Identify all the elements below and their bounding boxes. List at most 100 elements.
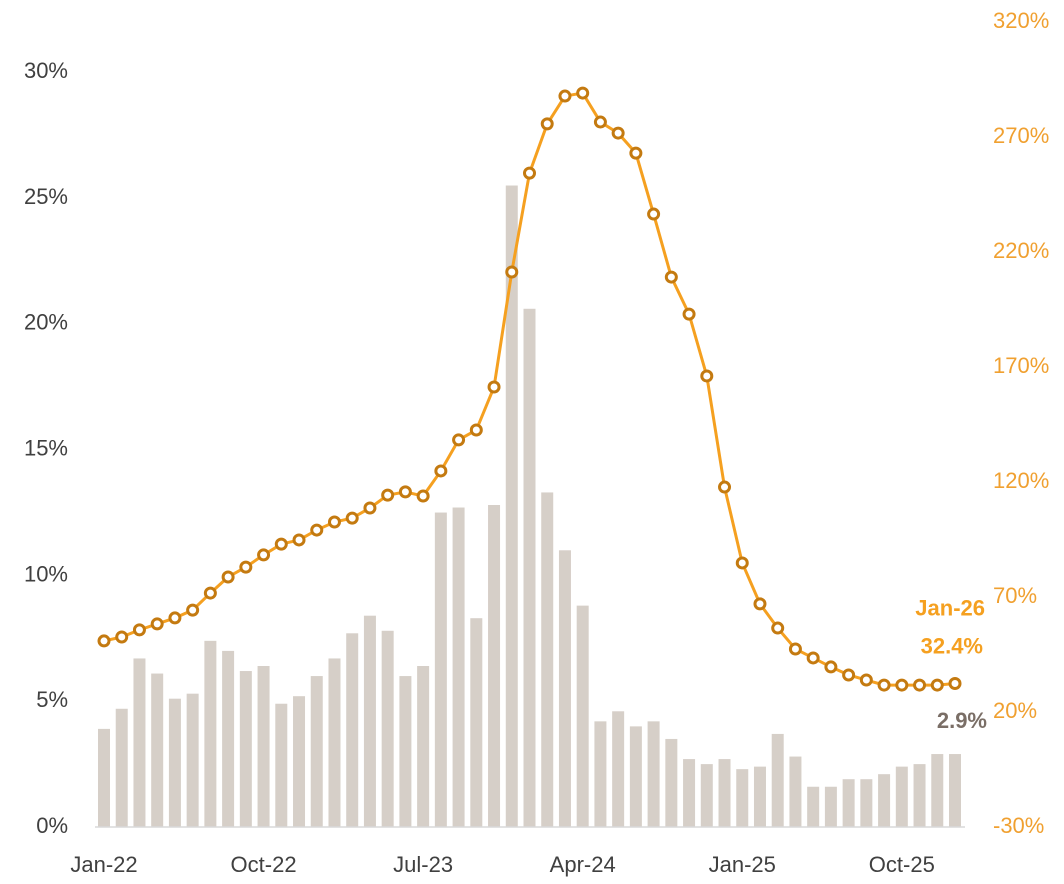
bar: [665, 738, 678, 827]
line-marker: [611, 126, 625, 140]
y2-tick-label: 220%: [993, 238, 1049, 263]
line-marker: [150, 617, 164, 631]
bar: [133, 658, 146, 827]
line-marker: [806, 651, 820, 665]
line-marker: [434, 464, 448, 478]
line-marker: [327, 515, 341, 529]
line-marker: [877, 678, 891, 692]
line-marker: [221, 570, 235, 584]
line-marker: [487, 380, 501, 394]
line-marker: [186, 603, 200, 617]
x-tick-label: Jan-22: [70, 852, 137, 877]
line-marker: [203, 586, 217, 600]
line-marker: [718, 480, 732, 494]
bar: [115, 708, 128, 827]
bar: [239, 671, 252, 827]
line-marker: [292, 533, 306, 547]
bar: [204, 640, 217, 827]
bar: [257, 666, 270, 827]
line-marker: [523, 166, 536, 180]
bar: [275, 703, 288, 827]
line-marker: [416, 489, 430, 503]
bar: [523, 308, 536, 827]
line-marker: [115, 630, 129, 644]
x-tick-label: Apr-24: [550, 852, 616, 877]
y-tick-label: 15%: [24, 435, 68, 460]
bar: [771, 733, 784, 827]
line-marker: [558, 89, 572, 103]
bar: [381, 630, 394, 827]
bar: [878, 774, 891, 827]
line-marker: [664, 270, 678, 284]
line-marker: [168, 611, 182, 625]
bar: [470, 618, 483, 827]
bar: [505, 185, 518, 827]
y2-tick-label: 270%: [993, 123, 1049, 148]
line-marker: [700, 369, 714, 383]
line-marker: [97, 634, 111, 648]
x-tick-label: Jan-25: [709, 852, 776, 877]
bar: [346, 633, 359, 827]
line-marker: [540, 117, 554, 131]
y-tick-label: 5%: [36, 687, 68, 712]
line-marker: [132, 623, 146, 637]
line-marker: [948, 676, 962, 690]
bar-value-label: 2.9%: [937, 708, 987, 733]
bar: [807, 786, 820, 827]
bar: [558, 550, 571, 827]
line-marker: [771, 621, 785, 635]
line-marker: [469, 423, 483, 437]
y2-tick-label: 170%: [993, 353, 1049, 378]
y-tick-label: 20%: [24, 310, 68, 335]
line-marker: [593, 115, 607, 129]
line-marker: [345, 511, 359, 525]
bar: [718, 759, 731, 827]
line-marker: [239, 560, 253, 574]
bar: [488, 505, 501, 827]
bar: [434, 512, 447, 827]
bar: [363, 615, 376, 827]
line-marker: [735, 556, 749, 570]
line-marker: [398, 485, 412, 499]
y-tick-label: 30%: [24, 58, 68, 83]
y2-tick-label: 120%: [993, 468, 1049, 493]
bar: [842, 779, 855, 827]
bar: [541, 492, 554, 827]
line-marker: [824, 660, 838, 674]
line-marker: [842, 668, 856, 682]
line-value-label: 32.4%: [921, 633, 983, 658]
line-marker: [913, 678, 927, 692]
bar: [949, 754, 961, 827]
line-marker: [363, 501, 377, 515]
bar: [293, 696, 306, 827]
line-marker: [930, 678, 944, 692]
bar: [647, 721, 660, 827]
x-tick-label: Oct-25: [869, 852, 935, 877]
y2-tick-label: 320%: [993, 8, 1049, 33]
bar: [222, 650, 235, 827]
bar: [683, 759, 696, 827]
y-tick-label: 0%: [36, 813, 68, 838]
bar: [168, 698, 181, 827]
bar: [98, 728, 110, 827]
x-tick-label: Jul-23: [393, 852, 453, 877]
bar: [824, 786, 837, 827]
bar: [612, 711, 625, 827]
line-marker: [381, 488, 395, 502]
line-marker: [753, 597, 767, 611]
bar: [895, 766, 908, 827]
bar: [328, 658, 341, 827]
bar: [452, 507, 465, 827]
y2-tick-label: -30%: [993, 813, 1044, 838]
bar: [399, 676, 412, 827]
bar: [860, 779, 873, 827]
bar: [594, 721, 607, 827]
line-marker: [576, 86, 590, 100]
bar: [151, 673, 164, 827]
line-marker: [859, 673, 873, 687]
y2-tick-label: 20%: [993, 698, 1037, 723]
bar: [310, 676, 323, 827]
bar: [931, 754, 944, 827]
x-tick-label: Oct-22: [231, 852, 297, 877]
